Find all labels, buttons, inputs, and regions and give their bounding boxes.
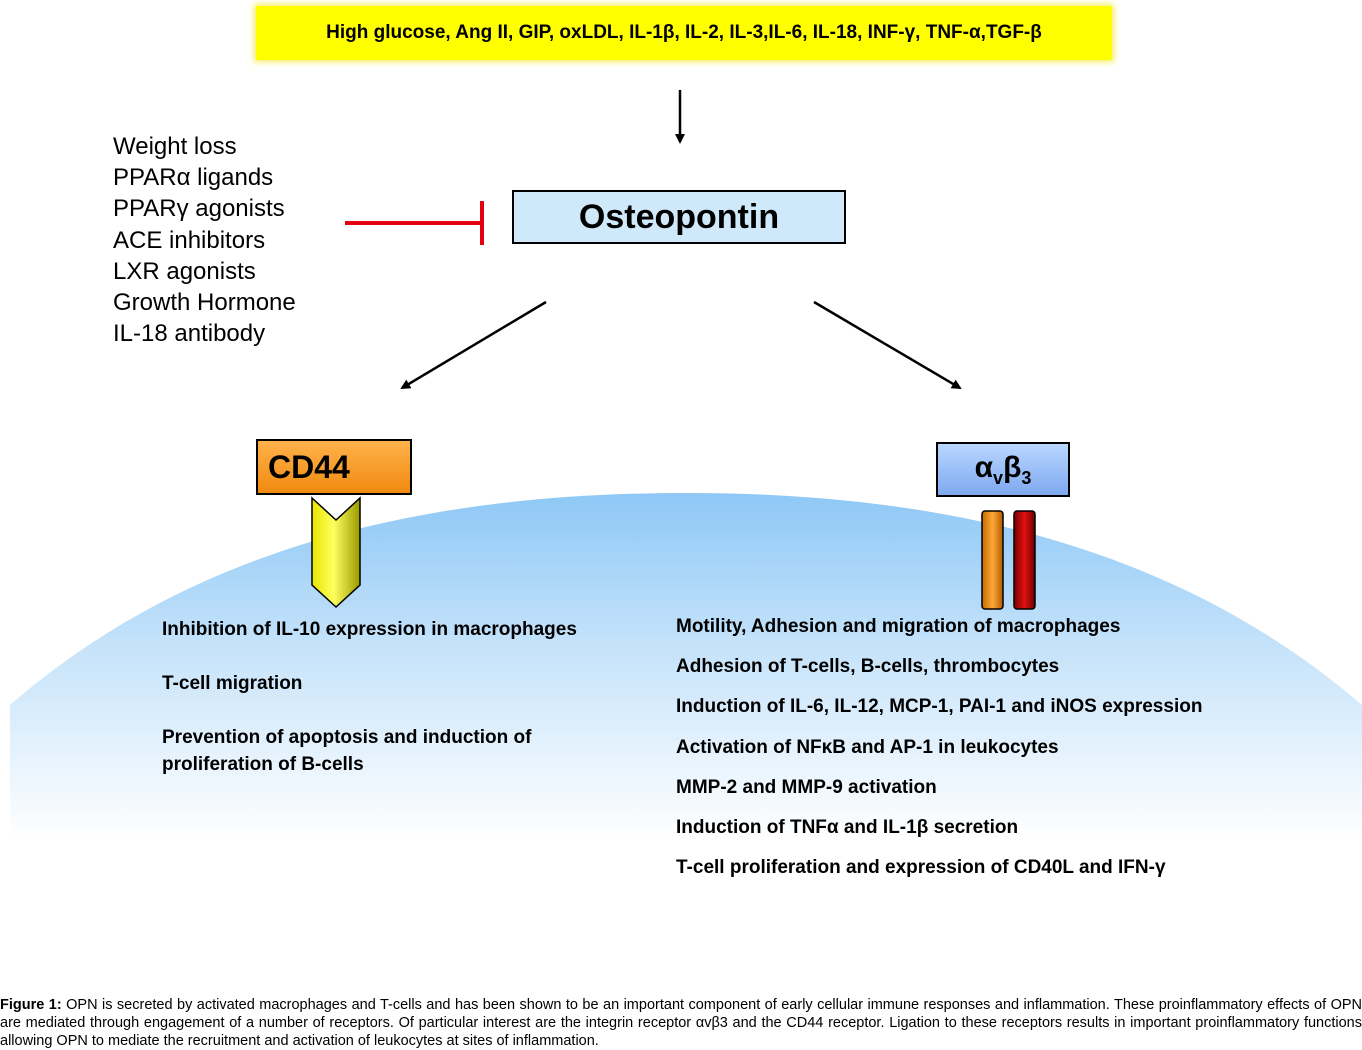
- effect-item: T-cell proliferation and expression of C…: [676, 857, 1166, 879]
- effect-item: Induction of IL-6, IL-12, MCP-1, PAI-1 a…: [676, 696, 1203, 718]
- caption-text: OPN is secreted by activated macrophages…: [0, 997, 1362, 1049]
- effect-item: Motility, Adhesion and migration of macr…: [676, 616, 1121, 637]
- effect-item: Induction of TNFα and IL-1β secretion: [676, 816, 1019, 838]
- inhibitor-item: PPARα ligands: [113, 164, 274, 192]
- inhibitor-item: LXR agonists: [113, 257, 256, 285]
- integrin-receptor-box: αvβ3: [936, 442, 1070, 497]
- inhibition-bar: [345, 201, 484, 245]
- stimuli-box: High glucose, Ang II, GIP, oxLDL, IL-1β,…: [256, 6, 1112, 60]
- effect-item: T-cell migration: [162, 673, 303, 694]
- integrin-effects-list: Motility, Adhesion and migration of macr…: [676, 614, 1202, 895]
- cd44-effects-list: Inhibition of IL-10 expression in macrop…: [162, 616, 612, 805]
- inhibitor-item: ACE inhibitors: [113, 226, 266, 254]
- osteopontin-box: Osteopontin: [512, 190, 846, 244]
- cd44-signal-chevron: [311, 496, 361, 609]
- caption-label: Figure 1:: [0, 997, 62, 1013]
- integrin-beta-bar: [1013, 510, 1036, 610]
- effect-item: Activation of NFκB and AP-1 in leukocyte…: [676, 736, 1059, 758]
- inhibitor-item: Weight loss: [113, 133, 237, 160]
- integrin-alpha-bar: [981, 510, 1004, 610]
- integrin-label: αvβ3: [974, 450, 1032, 488]
- inhibitor-item: PPARγ agonists: [113, 195, 285, 223]
- inhibitor-list: Weight loss PPARα ligands PPARγ agonists…: [113, 131, 296, 349]
- cd44-label: CD44: [268, 448, 350, 485]
- arrow-to-integrin: [813, 300, 962, 390]
- effect-item: Prevention of apoptosis and induction of…: [162, 727, 532, 775]
- inhibitor-item: Growth Hormone: [113, 289, 296, 317]
- osteopontin-label: Osteopontin: [578, 197, 780, 236]
- figure-caption: Figure 1: OPN is secreted by activated m…: [0, 996, 1362, 1050]
- effect-item: MMP-2 and MMP-9 activation: [676, 776, 937, 798]
- cd44-receptor-box: CD44: [256, 439, 412, 495]
- effect-item: Adhesion of T-cells, B-cells, thrombocyt…: [676, 656, 1060, 678]
- inhibitor-item: IL-18 antibody: [113, 320, 266, 348]
- arrow-to-cd44: [400, 300, 547, 390]
- effect-item: Inhibition of IL-10 expression in macrop…: [162, 619, 577, 640]
- stimuli-text: High glucose, Ang II, GIP, oxLDL, IL-1β,…: [326, 22, 1042, 43]
